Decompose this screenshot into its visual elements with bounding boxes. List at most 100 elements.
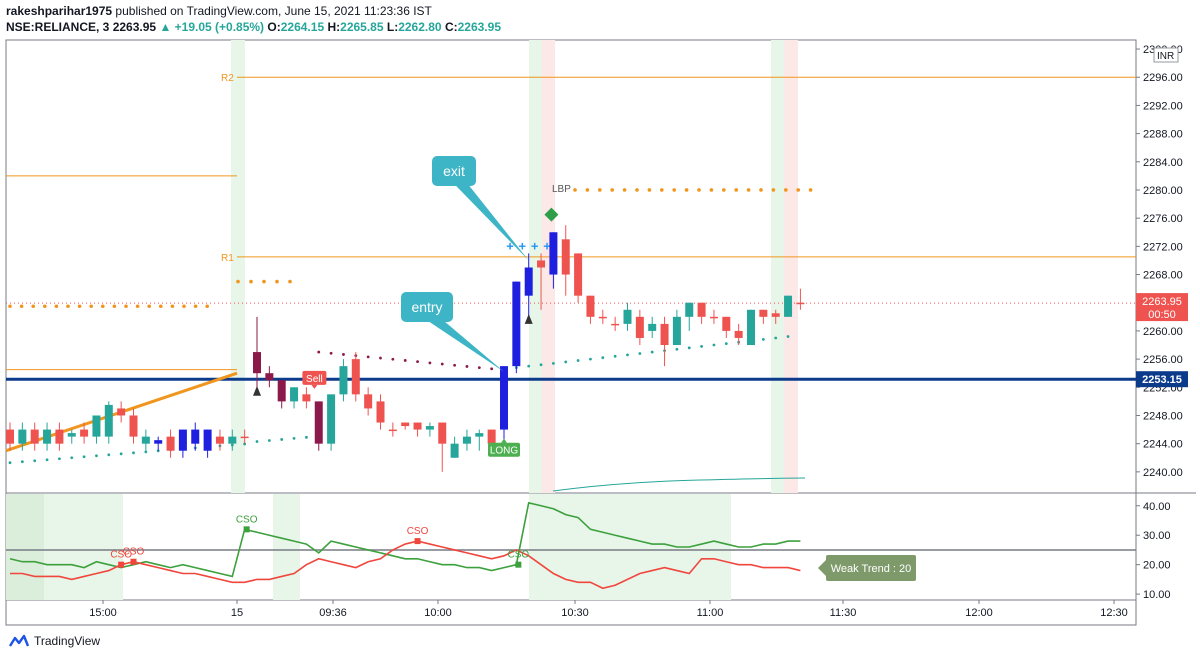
target-dot — [275, 279, 279, 284]
tradingview-logo-icon — [8, 634, 30, 647]
x-tick-label: 11:00 — [697, 607, 724, 619]
candle-body — [561, 239, 570, 275]
sar-dot — [156, 449, 160, 453]
sar-dot — [403, 359, 407, 362]
up-triangle-icon — [524, 314, 533, 324]
sar-dot — [243, 442, 247, 446]
lbp-dot — [808, 188, 813, 192]
candle-body — [450, 443, 459, 458]
y-tick-label: 2292.00 — [1143, 100, 1183, 112]
candle-body — [277, 380, 286, 402]
close-value: 2263.95 — [457, 20, 501, 34]
sar-dot — [564, 360, 568, 364]
candle-body — [500, 366, 508, 430]
candle-body — [660, 323, 669, 346]
osc-tick-label: 40.00 — [1143, 501, 1171, 513]
candle-body — [67, 433, 76, 437]
x-tick-label: 12:30 — [1100, 607, 1128, 619]
footer-brand[interactable]: TradingView — [8, 634, 100, 648]
session-band — [771, 40, 784, 493]
candle-body — [30, 429, 39, 444]
osc-band — [273, 494, 300, 600]
support-price-badge — [1136, 371, 1188, 388]
osc-band — [44, 494, 123, 600]
sar-dot — [144, 450, 148, 454]
lbp-dot — [598, 188, 602, 192]
price-change: ▲ +19.05 (+0.85%) — [159, 20, 265, 34]
high-value: 2265.85 — [340, 20, 384, 34]
sar-dot — [589, 357, 592, 361]
cso-marker — [515, 561, 522, 568]
chart-frame — [5, 39, 1137, 626]
footer-brand-text: TradingView — [34, 634, 101, 648]
candle-body — [265, 373, 274, 381]
low-value: 2262.80 — [398, 20, 442, 34]
candle-body — [55, 429, 64, 444]
target-dot — [101, 304, 105, 309]
sar-dot — [391, 357, 395, 361]
target-dot — [159, 304, 163, 309]
candle-body — [314, 401, 323, 444]
lbp-dot — [697, 188, 701, 192]
sar-dot — [317, 350, 321, 354]
candle-body — [364, 394, 373, 409]
target-dot — [182, 304, 186, 309]
entry-callout-label: entry — [411, 299, 442, 315]
exit-cross-icon: + — [519, 238, 527, 253]
cso-label: CSO — [407, 526, 429, 537]
exit-callout-label: exit — [443, 163, 465, 179]
candle-body — [290, 387, 299, 402]
lbp-dot — [709, 188, 714, 192]
target-dot — [170, 304, 175, 309]
target-dot — [249, 279, 253, 284]
lbp-dot — [622, 188, 627, 192]
lbp-dot — [722, 188, 726, 192]
sar-dot — [453, 363, 456, 367]
target-dot — [124, 304, 128, 309]
sar-dot — [45, 458, 49, 462]
sar-dot — [613, 354, 617, 358]
trend-badge-pointer — [818, 560, 826, 576]
cso-marker — [243, 526, 250, 533]
session-band — [231, 40, 245, 493]
sell-badge — [302, 370, 327, 385]
target-dot — [19, 304, 24, 309]
candle-body — [771, 313, 780, 317]
support-price-value: 2253.15 — [1142, 374, 1182, 386]
target-dot — [135, 304, 140, 309]
level-label-r1: R1 — [221, 253, 234, 264]
sell-badge-pointer — [311, 384, 318, 389]
lbp-dot — [573, 188, 577, 192]
symbol: NSE:RELIANCE, 3 — [6, 20, 110, 34]
lbp-dot — [746, 188, 751, 192]
candle-body — [80, 429, 89, 437]
osc-tick-label: 20.00 — [1143, 560, 1171, 572]
target-dot — [262, 279, 266, 284]
countdown-value: 00:50 — [1148, 309, 1176, 321]
candle-body — [339, 366, 348, 395]
candle-body — [401, 422, 410, 427]
lbp-dot — [759, 188, 763, 192]
entry-callout-box — [401, 292, 453, 322]
candle-body — [512, 281, 521, 367]
candle-body — [141, 436, 150, 444]
y-tick-label: 2276.00 — [1143, 213, 1183, 225]
exit-callout-box — [432, 156, 476, 186]
candle-body — [154, 440, 163, 444]
sar-dot — [774, 336, 778, 340]
sar-dot — [626, 353, 629, 357]
sar-dot — [132, 451, 135, 455]
lbp-dot — [684, 188, 689, 192]
cso-label: CSO — [123, 547, 145, 558]
osc-green-line — [9, 501, 801, 578]
open-value: 2264.15 — [280, 20, 325, 34]
candle-body — [462, 436, 471, 444]
lbp-dot — [635, 188, 639, 192]
currency-label: INR — [1157, 51, 1174, 62]
y-tick-label: 2240.00 — [1143, 467, 1183, 479]
sar-dot — [465, 365, 469, 368]
candle-body — [43, 429, 52, 444]
osc-tick-label: 10.00 — [1143, 589, 1171, 601]
currency-box — [1153, 47, 1179, 63]
